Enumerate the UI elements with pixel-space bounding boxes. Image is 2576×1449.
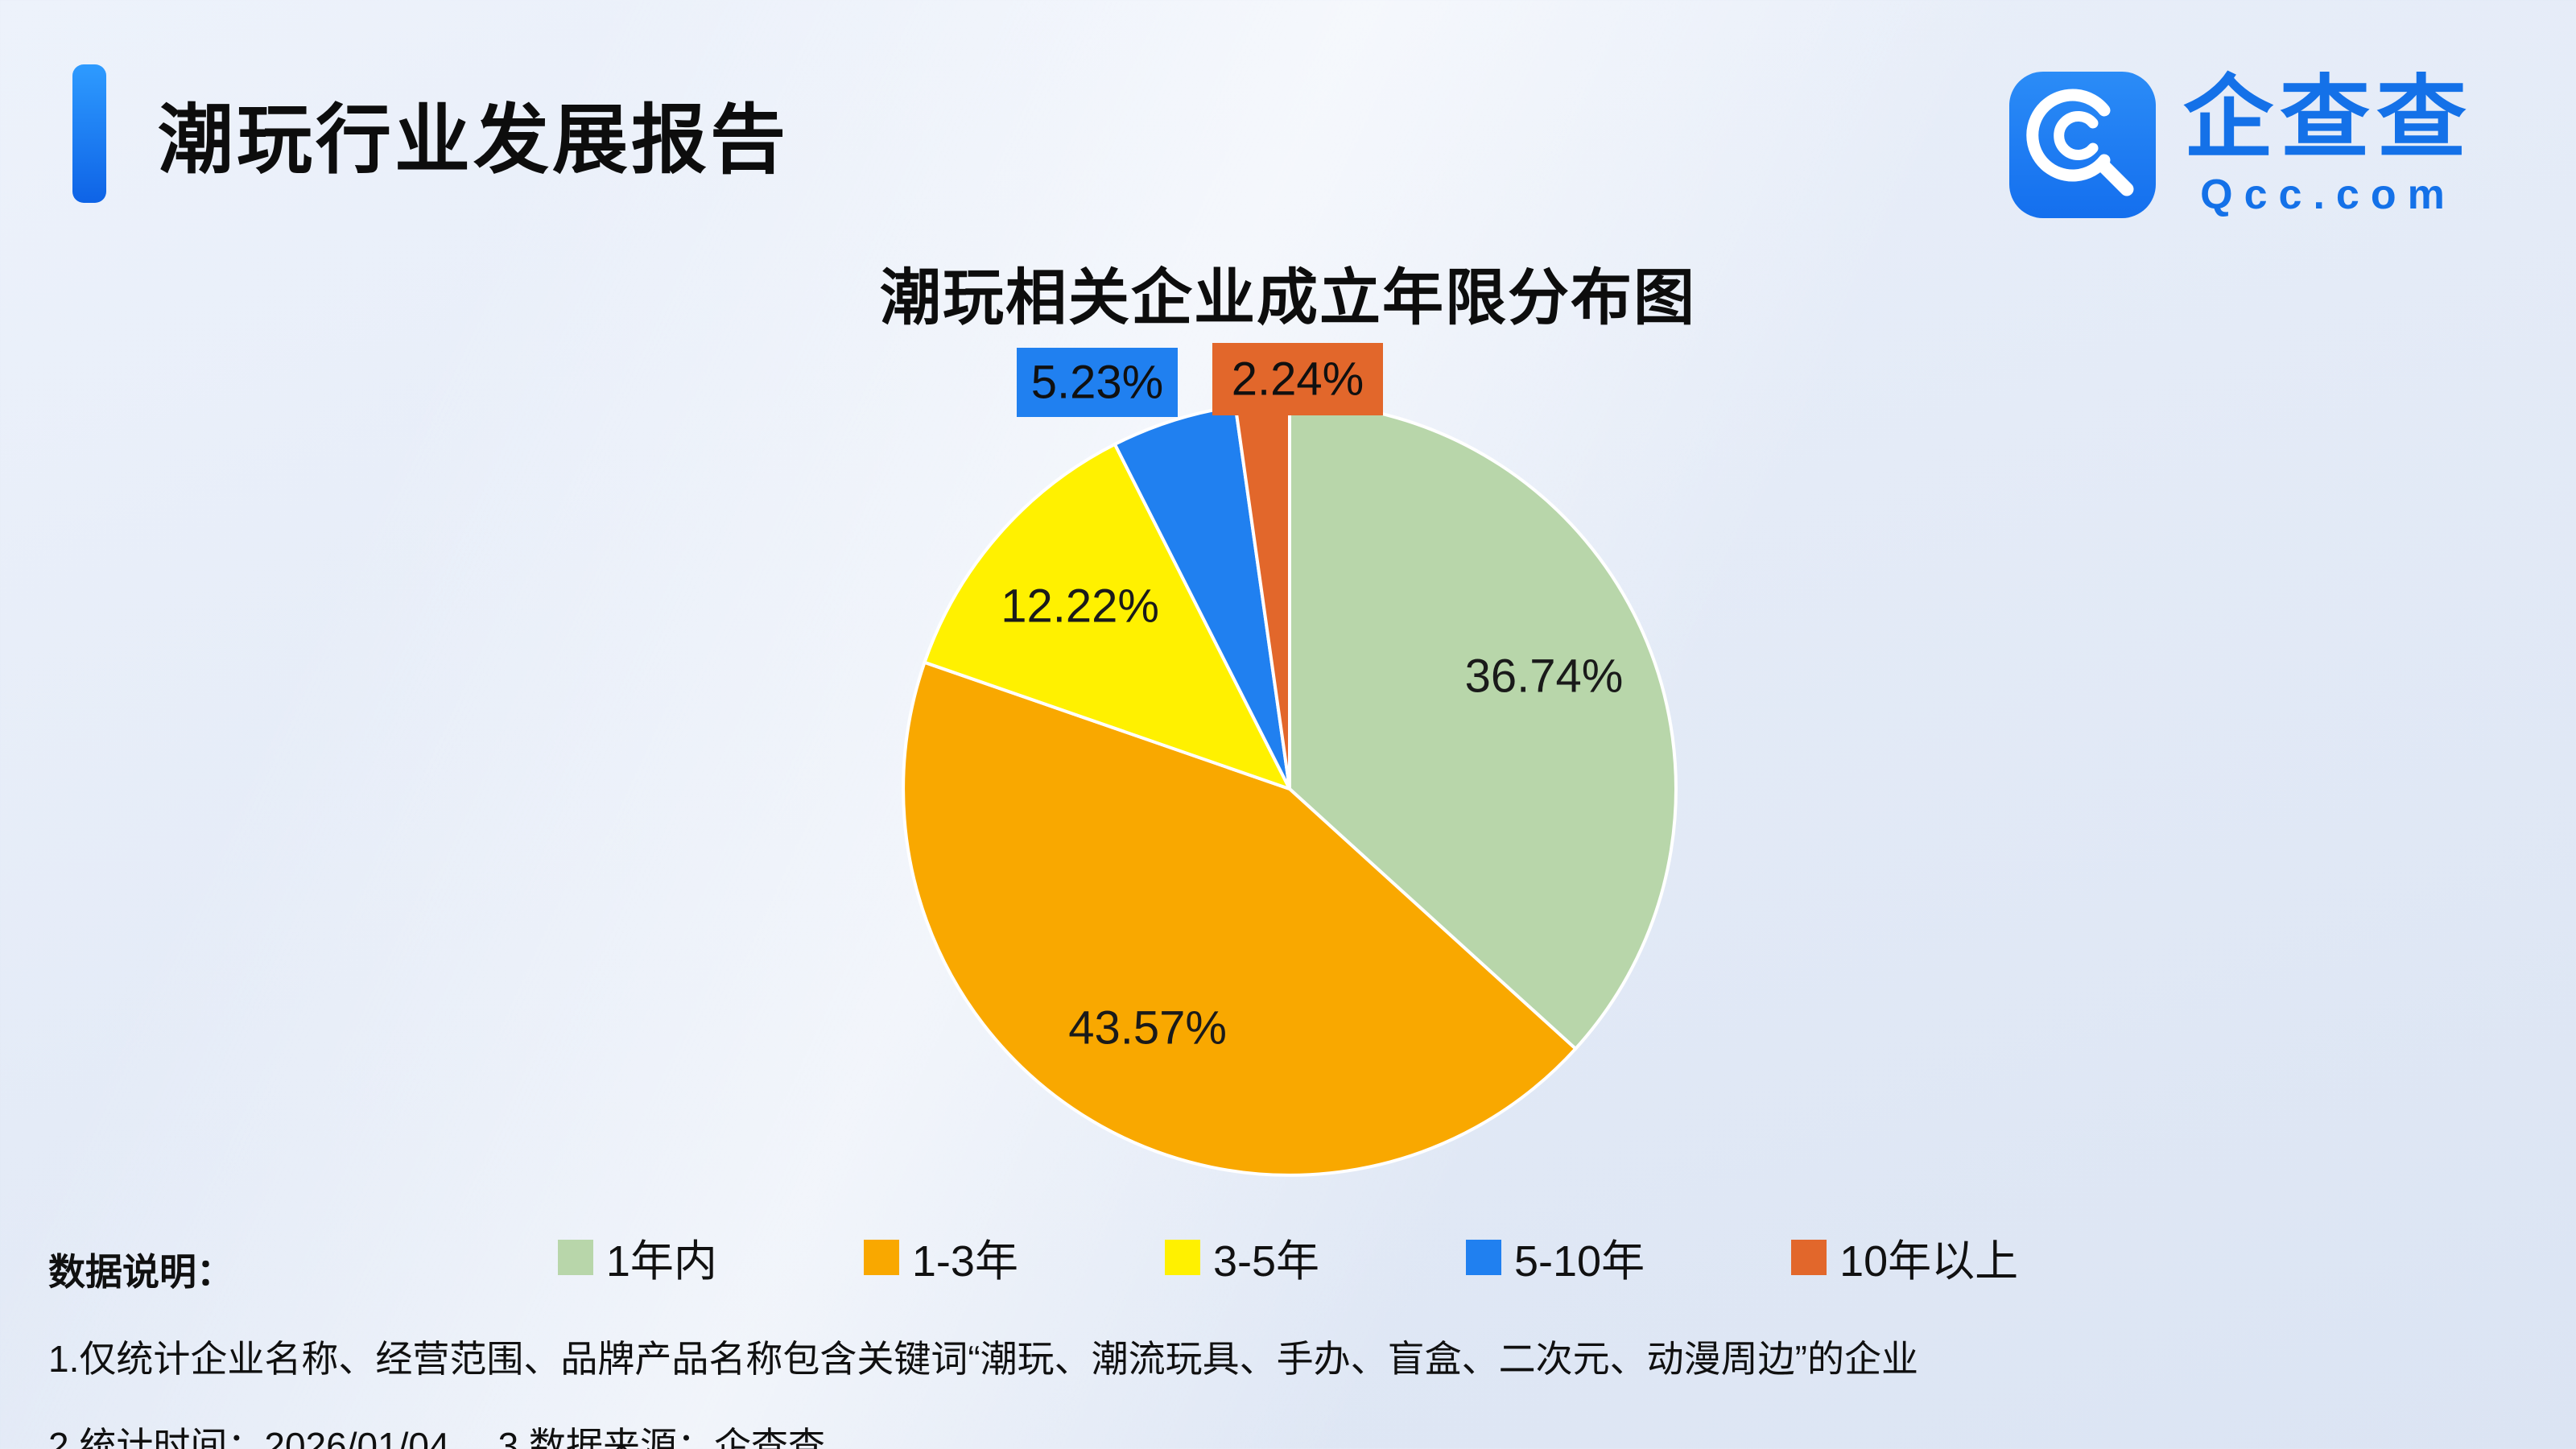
qcc-logo-icon xyxy=(2009,71,2156,218)
callout-box-4 xyxy=(1212,343,1383,415)
legend-swatch-icon xyxy=(1465,1239,1501,1275)
legend-item-1: 1-3年 xyxy=(863,1225,1018,1289)
callout-value-label-4: 2.24% xyxy=(1232,353,1364,406)
legend-item-3: 5-10年 xyxy=(1465,1225,1645,1289)
legend-swatch-icon xyxy=(863,1239,899,1275)
footnote-heading: 数据说明： xyxy=(48,1251,233,1293)
legend-swatch-icon xyxy=(1164,1239,1200,1275)
legend-item-4: 10年以上 xyxy=(1791,1225,2018,1289)
brand-name: 企查查 xyxy=(2183,68,2473,168)
brand-text: 企查查 Qcc.com xyxy=(2183,71,2473,219)
callout-box-3 xyxy=(1017,348,1178,417)
pie-slice-2 xyxy=(922,442,1294,792)
footnote-source: 3.数据来源：企查查 xyxy=(497,1425,825,1449)
brand-domain: Qcc.com xyxy=(2200,171,2456,218)
brand-area: 企查查 Qcc.com xyxy=(2009,71,2473,219)
footnote-line1: 1.仅统计企业名称、经营范围、品牌产品名称包含关键词“潮玩、潮流玩具、手办、盲盒… xyxy=(48,1338,1918,1380)
slice-value-label-1: 43.57% xyxy=(1068,1002,1227,1055)
header: 潮玩行业发展报告 企查查 Qcc.com xyxy=(0,0,2576,242)
legend-label: 3-5年 xyxy=(1212,1237,1319,1286)
legend-item-2: 3-5年 xyxy=(1164,1225,1319,1289)
slice-value-label-2: 12.22% xyxy=(1001,580,1159,632)
report-title: 潮玩行业发展报告 xyxy=(158,97,790,182)
chart-legend: 1年内 1-3年 3-5年 5-10年 10年以上 xyxy=(0,1225,2576,1289)
footnote-line2: 2.统计时间：2026/01/04 3.数据来源：企查查 xyxy=(48,1417,2463,1449)
title-accent-bar xyxy=(72,64,106,203)
legend-item-0: 1年内 xyxy=(557,1225,717,1289)
slice-value-label-0: 36.74% xyxy=(1465,650,1624,703)
pie-slice-0 xyxy=(1288,400,1678,1051)
legend-label: 5-10年 xyxy=(1513,1237,1645,1286)
chart-title: 潮玩相关企业成立年限分布图 xyxy=(880,264,1696,332)
legend-swatch-icon xyxy=(1791,1239,1827,1275)
legend-label: 10年以上 xyxy=(1839,1237,2019,1286)
callout-value-label-3: 5.23% xyxy=(1031,357,1163,409)
legend-label: 1年内 xyxy=(605,1237,717,1286)
pie-slice-1 xyxy=(902,660,1579,1177)
legend-label: 1-3年 xyxy=(911,1237,1018,1286)
footnotes: 数据说明： 1.仅统计企业名称、经营范围、品牌产品名称包含关键词“潮玩、潮流玩具… xyxy=(48,1243,2463,1449)
footnote-time: 2.统计时间：2026/01/04 xyxy=(48,1425,450,1449)
qcc-logo-glyph xyxy=(2026,89,2134,196)
legend-swatch-icon xyxy=(557,1239,593,1275)
